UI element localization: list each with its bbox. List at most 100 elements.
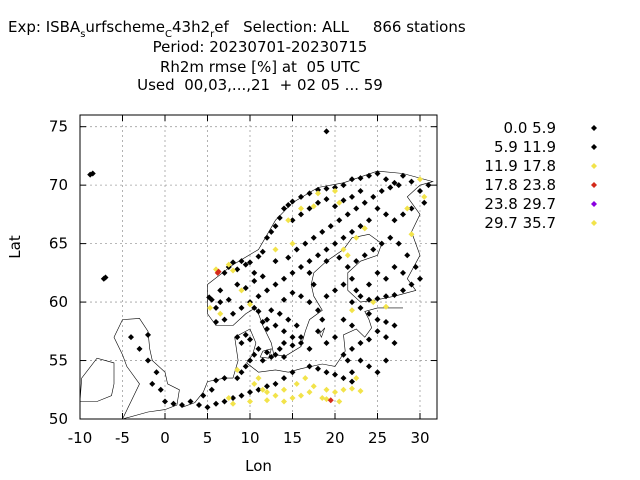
data-point-series-1 [208,296,215,303]
chart-title-line-2: Period: 20230701-20230715 [152,38,368,56]
data-point-series-1 [425,182,432,189]
x-tick-label: -5 [115,429,130,447]
data-point-series-1 [221,398,228,405]
data-point-series-2 [306,389,313,396]
data-point-series-1 [332,287,338,294]
data-point-series-1 [272,258,279,265]
data-points [87,128,432,411]
data-point-series-1 [357,175,364,182]
data-point-series-1 [412,264,419,270]
data-point-series-1 [170,400,177,407]
data-point-series-1 [417,275,423,282]
data-point-series-1 [179,401,185,408]
x-tick-label: 25 [368,429,387,447]
data-point-series-2 [251,380,258,387]
data-point-series-1 [383,275,389,282]
data-point-series-1 [247,259,253,266]
data-point-series-1 [225,296,232,303]
data-point-series-1 [383,293,389,300]
data-point-series-1 [323,185,330,192]
data-point-series-1 [145,331,151,338]
data-point-series-1 [251,304,258,311]
data-point-series-2 [281,398,287,405]
data-point-series-1 [242,285,249,292]
data-point-series-2 [281,386,287,393]
data-point-series-1 [344,264,351,270]
x-tick-label: 5 [203,429,213,447]
data-point-series-2 [272,392,279,399]
data-point-series-2 [207,304,214,311]
data-point-series-1 [157,386,164,393]
data-point-series-1 [306,258,313,265]
data-point-series-1 [417,188,423,194]
data-point-series-1 [378,188,385,194]
legend-marker [591,144,597,150]
data-point-series-1 [153,369,160,376]
data-point-series-1 [213,400,219,407]
coastline-0 [113,318,180,420]
data-point-series-1 [357,304,364,311]
data-point-series-1 [332,371,338,378]
data-point-series-1 [247,336,253,343]
data-point-series-1 [272,351,279,358]
data-point-series-2 [357,387,364,394]
data-point-series-2 [349,307,355,314]
data-point-series-1 [344,211,351,218]
legend-label: 11.9 17.8 [484,157,556,175]
data-point-series-1 [400,211,406,218]
data-point-series-1 [302,240,309,247]
legend-label: 17.8 23.8 [484,176,556,194]
data-point-series-1 [349,322,355,329]
data-point-series-2 [259,386,266,393]
data-point-series-2 [340,246,347,253]
x-axis-label: Lon [245,457,272,475]
data-point-series-1 [323,340,330,346]
data-point-series-1 [315,307,321,314]
data-point-series-1 [289,369,296,376]
data-point-series-1 [268,228,275,235]
data-point-series-2 [255,375,262,382]
data-point-series-1 [349,228,355,235]
legend: 0.0 5.95.9 11.911.9 17.817.8 23.823.8 29… [484,119,597,232]
data-point-series-1 [221,316,228,323]
data-point-series-1 [336,254,343,261]
data-point-series-1 [306,205,313,212]
data-point-series-1 [353,287,360,294]
data-point-series-1 [264,325,270,332]
data-point-series-1 [340,234,347,241]
data-point-series-2 [349,385,355,392]
data-point-series-1 [408,281,415,288]
grid-lines [79,115,437,420]
data-point-series-1 [272,281,279,288]
data-point-series-1 [349,176,355,183]
data-point-series-1 [268,354,275,361]
data-point-series-2 [225,261,232,268]
data-point-series-2 [298,205,304,212]
data-point-series-1 [315,365,321,372]
data-point-series-2 [217,310,224,317]
data-point-series-2 [336,199,343,206]
data-point-series-1 [391,264,398,270]
data-point-series-1 [357,340,364,346]
data-point-series-1 [200,392,207,399]
data-point-series-2 [289,240,296,247]
data-point-series-1 [332,334,338,341]
y-tick-label: 65 [49,235,68,253]
data-point-series-1 [251,269,258,276]
data-point-series-1 [408,178,415,185]
data-point-series-1 [340,197,347,204]
data-point-series-1 [298,293,304,300]
data-point-series-1 [366,310,372,317]
data-point-series-2 [323,386,330,393]
coastline-6 [319,327,326,338]
data-point-series-2 [332,389,338,396]
data-point-series-1 [383,334,389,341]
data-point-series-1 [281,205,287,212]
data-point-series-1 [340,351,347,358]
data-point-series-1 [306,345,313,352]
data-point-series-1 [242,363,249,370]
data-point-series-1 [298,264,304,270]
data-point-series-1 [391,179,398,186]
data-point-series-1 [264,383,270,390]
data-point-series-1 [298,193,304,200]
